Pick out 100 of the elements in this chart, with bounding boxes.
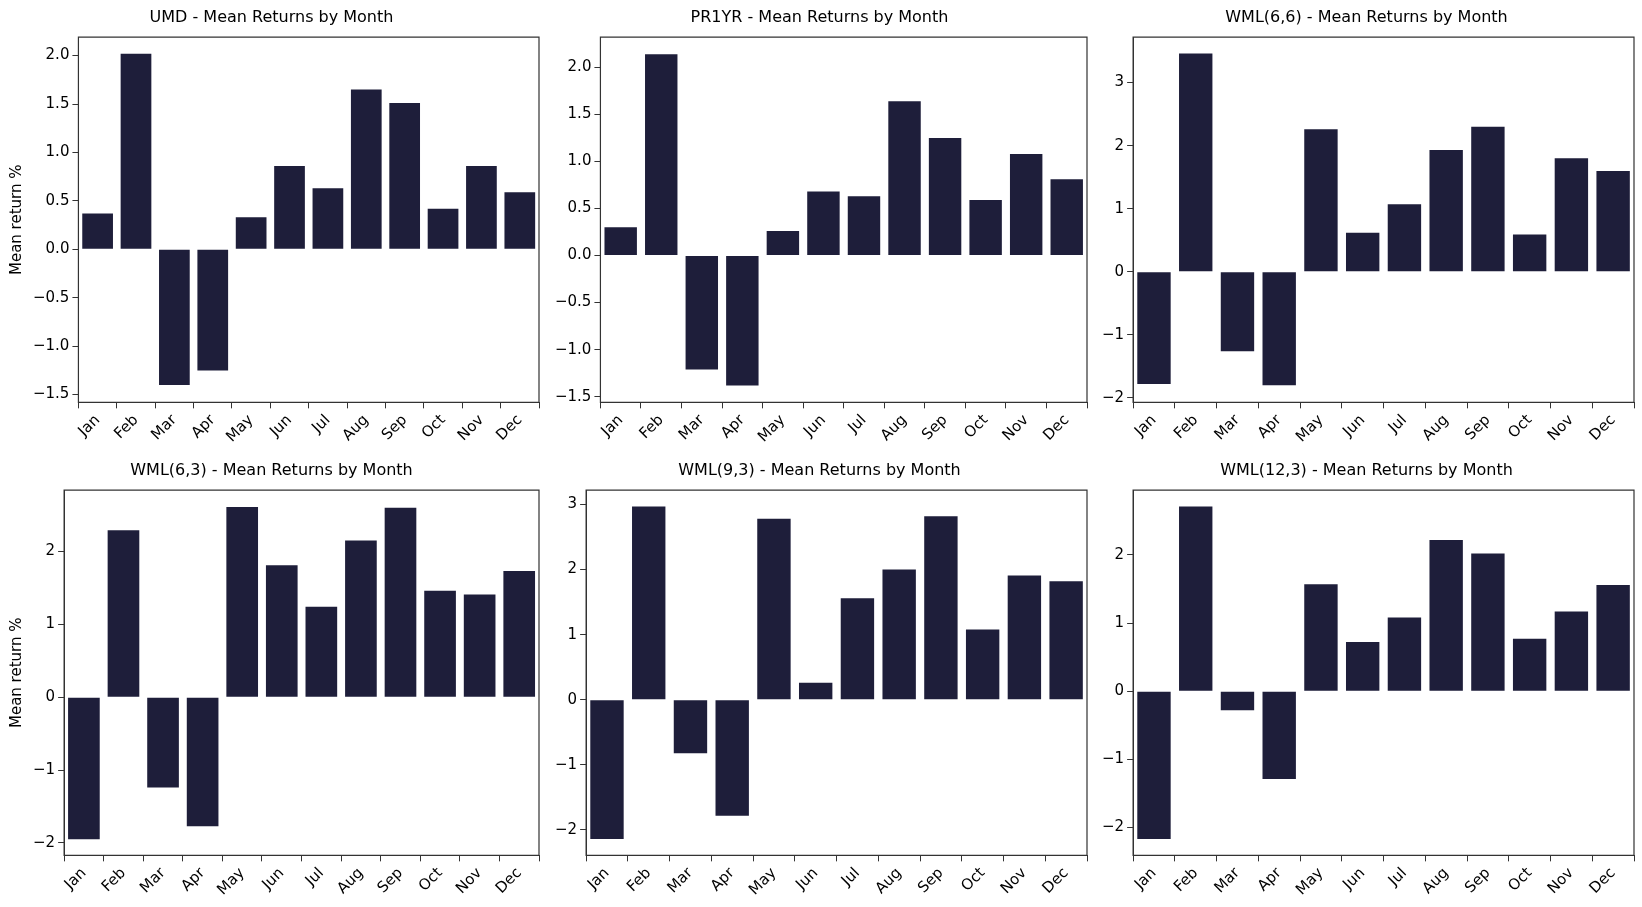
y-tick-label: 3 xyxy=(567,494,577,513)
x-tick-label: Sep xyxy=(1460,410,1494,444)
bar xyxy=(923,516,958,700)
bar xyxy=(1262,272,1296,386)
y-tick-label: 1 xyxy=(1114,198,1125,217)
y-tick-label: 2 xyxy=(1114,544,1125,563)
x-tick-label: Jul xyxy=(1383,410,1411,437)
chart-title: WML(12,3) - Mean Returns by Month xyxy=(1220,459,1513,479)
bar xyxy=(68,697,100,840)
bar xyxy=(274,166,305,249)
y-tick-label: 1.0 xyxy=(567,151,591,170)
bar xyxy=(1262,691,1296,780)
bar xyxy=(1512,638,1547,691)
chart-title: WML(6,3) - Mean Returns by Month xyxy=(130,459,413,479)
y-tick-label: 3 xyxy=(1114,72,1125,91)
x-tick-label: Jan xyxy=(73,410,104,441)
x-tick-label: Dec xyxy=(1585,863,1619,897)
y-tick-label: 0.0 xyxy=(567,245,591,264)
y-tick-label: −1.5 xyxy=(32,384,70,403)
x-tick-label: Feb xyxy=(1169,863,1202,896)
y-tick-label: −1.0 xyxy=(554,339,591,358)
bar xyxy=(389,103,421,249)
bar xyxy=(1304,584,1338,691)
x-tick-label: Apr xyxy=(716,409,749,442)
y-tick-label: 0 xyxy=(1114,681,1125,700)
bar xyxy=(503,571,536,697)
x-tick-label: Jun xyxy=(798,410,829,441)
x-tick-label: Oct xyxy=(1504,410,1536,442)
bar xyxy=(806,191,840,256)
y-tick-label: 2 xyxy=(45,541,56,560)
bar xyxy=(1471,553,1505,691)
bar xyxy=(265,565,298,697)
x-tick-label: Oct xyxy=(414,863,446,895)
y-tick-label: −0.5 xyxy=(554,292,591,311)
bar xyxy=(427,208,459,249)
chart-title: PR1YR - Mean Returns by Month xyxy=(690,6,948,26)
x-tick-label: Jul xyxy=(1383,863,1411,890)
x-tick-label: Apr xyxy=(177,862,209,895)
x-tick-label: Jul xyxy=(300,863,327,890)
bar xyxy=(887,101,921,256)
bar xyxy=(1048,581,1083,700)
bar xyxy=(312,188,344,249)
bar xyxy=(1596,584,1630,691)
chart-title: WML(6,6) - Mean Returns by Month xyxy=(1225,6,1508,26)
bar xyxy=(685,256,718,370)
bar xyxy=(305,606,338,697)
bar xyxy=(1554,158,1589,272)
y-tick-label: 1.5 xyxy=(45,93,70,112)
x-tick-label: Aug xyxy=(870,863,905,897)
x-tick-label: Dec xyxy=(1038,410,1072,444)
x-tick-label: Apr xyxy=(706,862,738,895)
x-tick-label: Nov xyxy=(996,863,1030,897)
x-tick-label: Nov xyxy=(1543,410,1578,444)
x-tick-label: Nov xyxy=(453,410,488,444)
y-tick-label: −2 xyxy=(554,819,577,838)
x-tick-label: Oct xyxy=(956,863,988,895)
bar xyxy=(1220,691,1255,711)
bar xyxy=(644,54,677,256)
bar xyxy=(1137,691,1171,839)
bar xyxy=(1179,53,1213,272)
bar xyxy=(673,700,707,754)
y-tick-label: 1.5 xyxy=(567,104,591,123)
x-tick-label: Feb xyxy=(634,410,667,443)
bar xyxy=(466,166,497,249)
x-tick-label: Jan xyxy=(1129,863,1160,894)
x-tick-label: Dec xyxy=(491,863,525,897)
bar xyxy=(1387,204,1422,272)
x-tick-label: Jan xyxy=(59,863,90,894)
y-tick-label: 2 xyxy=(567,559,577,578)
x-tick-label: Jul xyxy=(842,410,870,437)
bar xyxy=(1137,272,1171,385)
x-tick-label: Aug xyxy=(876,410,910,444)
x-tick-label: Aug xyxy=(1418,863,1452,897)
x-tick-label: Sep xyxy=(373,863,407,897)
y-tick-label: 2 xyxy=(1114,135,1125,154)
x-tick-label: Sep xyxy=(377,410,411,444)
x-tick-label: Jun xyxy=(1338,410,1369,441)
x-tick-label: Jun xyxy=(790,863,821,894)
bar xyxy=(1304,129,1338,272)
y-tick-label: 1 xyxy=(567,624,577,643)
bar xyxy=(847,196,880,256)
x-tick-label: Jul xyxy=(307,410,334,437)
y-tick-label: −0.5 xyxy=(32,287,70,306)
y-axis-title: Mean return % xyxy=(6,164,25,276)
bar xyxy=(197,249,229,371)
y-tick-label: 0 xyxy=(45,687,56,706)
x-tick-label: Apr xyxy=(1253,409,1286,442)
bar xyxy=(715,700,749,816)
x-tick-label: Aug xyxy=(333,863,367,897)
bar xyxy=(603,227,637,256)
y-tick-label: 1.0 xyxy=(45,142,70,161)
x-tick-label: Jun xyxy=(1338,863,1369,894)
y-tick-label: −1 xyxy=(1101,324,1125,343)
bar xyxy=(147,697,179,788)
bar xyxy=(1387,617,1422,691)
bar xyxy=(424,590,456,697)
bar xyxy=(881,569,916,700)
bar xyxy=(82,213,113,249)
bar xyxy=(1596,170,1630,272)
bar xyxy=(1345,642,1380,691)
